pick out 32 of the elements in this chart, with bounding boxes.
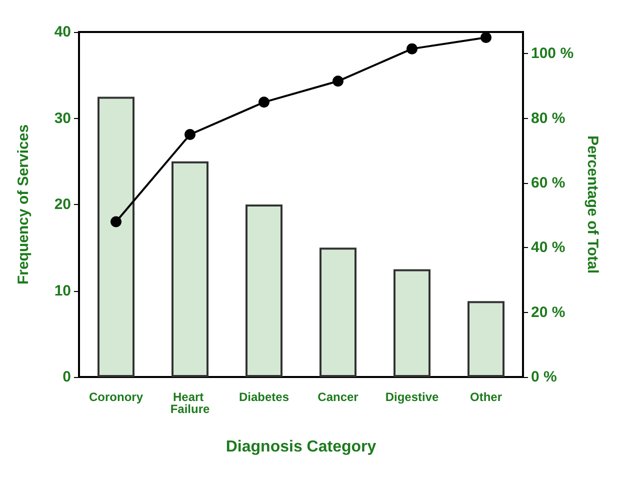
x-axis-title: Diagnosis Category bbox=[226, 438, 376, 456]
bar bbox=[172, 161, 208, 377]
x-tick-label: Other bbox=[470, 390, 502, 404]
bar bbox=[98, 96, 134, 377]
y-axis-title: Frequency of Services bbox=[15, 124, 32, 285]
y-tick-label: 10 bbox=[54, 282, 71, 300]
point bbox=[184, 129, 196, 140]
y2-tick-label: 80 % bbox=[531, 110, 566, 127]
y-tick-label: 40 bbox=[54, 24, 71, 40]
y2-tick-label: 20 % bbox=[531, 304, 566, 321]
point bbox=[480, 32, 492, 43]
y2-tick-label: 100 % bbox=[531, 45, 574, 62]
bar bbox=[246, 204, 282, 377]
point bbox=[332, 76, 344, 87]
x-tick-label: Cancer bbox=[318, 390, 359, 404]
x-tick-label: Digestive bbox=[385, 390, 439, 404]
y2-tick-label: 40 % bbox=[531, 239, 566, 256]
bar bbox=[320, 248, 356, 377]
point bbox=[258, 96, 270, 108]
y-tick-label: 20 bbox=[54, 196, 71, 213]
y2-tick-label: 0 % bbox=[531, 368, 557, 386]
bar bbox=[394, 269, 430, 377]
bar bbox=[468, 301, 504, 377]
point bbox=[406, 43, 418, 54]
x-tick-label: Heart Failure bbox=[170, 390, 210, 416]
x-tick-label: Coronory bbox=[89, 390, 144, 404]
y2-tick-label: 60 % bbox=[531, 174, 566, 192]
y-tick-label: 30 bbox=[54, 110, 71, 127]
x-tick-label: Diabetes bbox=[238, 390, 290, 404]
y2-axis-title: Percentage of Total bbox=[584, 135, 601, 274]
point bbox=[110, 216, 122, 228]
y-tick-label: 0 bbox=[62, 368, 71, 386]
